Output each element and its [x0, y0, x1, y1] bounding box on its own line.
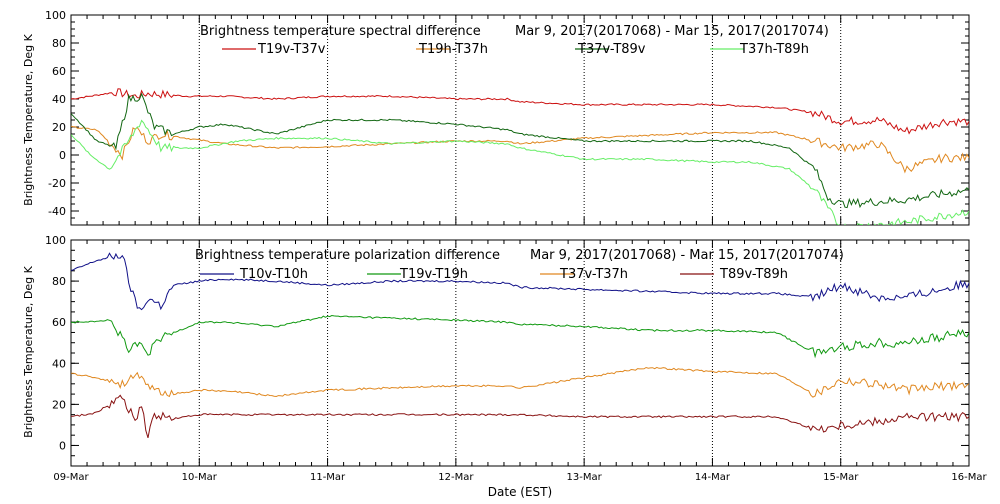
series-line-t89v-t89h: [71, 394, 969, 439]
x-tick-label: 15-Mar: [823, 472, 859, 483]
series-group: [71, 88, 969, 225]
x-tick-label: 14-Mar: [695, 472, 731, 483]
y-tick-label: 20: [52, 121, 66, 134]
legend-label: T37h-T89h: [739, 42, 809, 57]
polarization-difference-panel: Brightness temperature polarization diff…: [22, 234, 987, 499]
chart-date-range: Mar 9, 2017(2017068) - Mar 15, 2017(2017…: [515, 24, 829, 39]
series-line-t37v-t89v: [71, 92, 969, 209]
x-tick-label: 11-Mar: [310, 472, 346, 483]
y-tick-label: 80: [52, 37, 66, 50]
x-axis-label: Date (EST): [488, 485, 552, 499]
y-tick-label: -40: [48, 205, 66, 218]
x-tick-label: 13-Mar: [567, 472, 603, 483]
x-tick-label: 10-Mar: [182, 472, 218, 483]
x-tick-label: 09-Mar: [53, 472, 89, 483]
series-line-t37v-t37h: [71, 366, 969, 398]
x-tick-label: 16-Mar: [951, 472, 987, 483]
chart-title: Brightness temperature spectral differen…: [200, 24, 481, 39]
y-tick-label: 20: [52, 398, 66, 411]
plot-frame: [70, 14, 970, 226]
y-tick-label: 100: [45, 9, 66, 22]
legend-label: T37v-T37h: [559, 267, 628, 282]
y-tick-label: 100: [45, 234, 66, 247]
y-tick-label: 80: [52, 275, 66, 288]
legend-label: T19h-T37h: [418, 42, 488, 57]
series-line-t19v-t19h: [71, 314, 969, 359]
chart-date-range: Mar 9, 2017(2017068) - Mar 15, 2017(2017…: [530, 248, 844, 263]
legend-label: T19v-T37v: [257, 42, 326, 57]
y-axis-label: Brightness Temperature, Deg K: [22, 33, 35, 205]
y-tick-label: 40: [52, 93, 66, 106]
series-line-t10v-t10h: [71, 252, 969, 311]
chart-title: Brightness temperature polarization diff…: [195, 248, 500, 263]
y-tick-label: 60: [52, 65, 66, 78]
y-tick-label: 0: [59, 149, 66, 162]
legend-label: T10v-T10h: [239, 267, 308, 282]
y-tick-label: 60: [52, 316, 66, 329]
legend-label: T89v-T89h: [719, 267, 788, 282]
series-line-t19v-t37v: [71, 88, 969, 135]
y-axis-label: Brightness Temperature, Deg K: [22, 265, 35, 437]
spectral-difference-panel: Brightness temperature spectral differen…: [22, 9, 970, 226]
y-tick-label: 40: [52, 357, 66, 370]
series-line-t37h-t89h: [71, 119, 969, 225]
series-group: [71, 252, 969, 439]
y-tick-label: 0: [59, 439, 66, 452]
legend-label: T37v-T89v: [577, 42, 646, 57]
legend-label: T19v-T19h: [399, 267, 468, 282]
series-line-t19h-t37h: [71, 125, 969, 174]
y-tick-label: -20: [48, 177, 66, 190]
x-tick-label: 12-Mar: [438, 472, 474, 483]
